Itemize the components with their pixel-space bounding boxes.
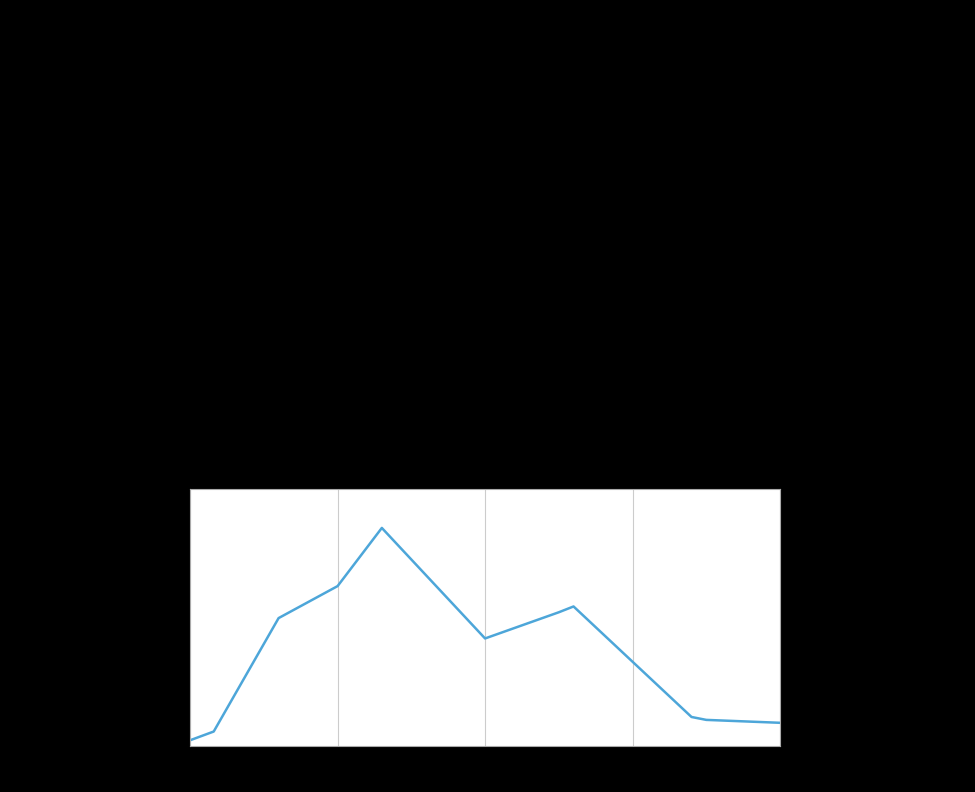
Title: Time-Area Histogram: Time-Area Histogram bbox=[389, 463, 581, 482]
X-axis label: t / T$_c$: t / T$_c$ bbox=[466, 776, 504, 792]
Y-axis label: Area: Area bbox=[170, 600, 184, 635]
